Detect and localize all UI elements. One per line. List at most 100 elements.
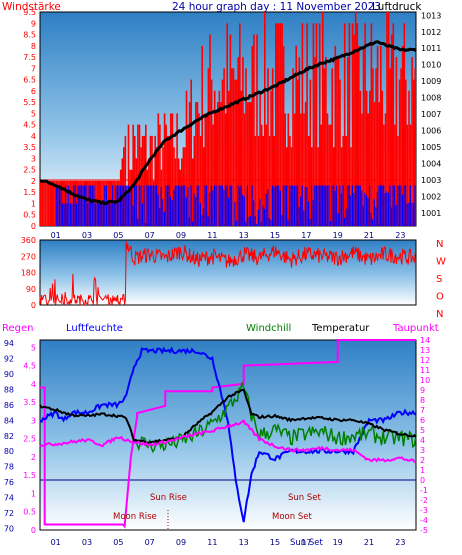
gust-bar	[393, 186, 394, 227]
x-tick: 21	[364, 538, 374, 547]
temperature-y-tick: 5	[420, 426, 425, 435]
temperature-y-tick: -1	[420, 486, 428, 495]
x-tick: 23	[395, 231, 405, 240]
rain-y-tick: 0	[31, 526, 36, 535]
gust-bar	[216, 186, 217, 227]
gust-bar	[176, 186, 177, 227]
wind-y-tick: 6.5	[23, 76, 36, 85]
humidity-y-tick: 80	[4, 447, 14, 456]
gust-bar	[76, 204, 77, 227]
gust-bar	[56, 186, 57, 227]
pressure-y-tick: 1011	[421, 44, 441, 53]
gust-bar	[118, 186, 119, 227]
gust-bar	[147, 186, 148, 227]
x-tick: 03	[82, 231, 92, 240]
gust-bar	[303, 210, 304, 226]
gust-bar	[269, 218, 270, 226]
wind-y-ticks: 00.511.522.533.544.555.566.577.588.599.5	[23, 8, 36, 231]
moon-set-label: Moon Set	[272, 512, 312, 522]
gust-bar	[324, 186, 325, 227]
gust-bar	[385, 193, 386, 226]
gust-bar	[389, 186, 390, 227]
wind-y-tick: 2	[31, 177, 36, 186]
pressure-y-tick: 1010	[421, 61, 441, 70]
temperature-y-tick: -4	[420, 516, 428, 525]
sun-rise-label: Sun Rise	[150, 493, 187, 503]
wind-bar	[54, 181, 56, 226]
gust-bar	[107, 204, 108, 227]
temperature-y-tick: 10	[420, 376, 430, 385]
gust-bar	[306, 187, 307, 226]
wind-bar	[43, 181, 45, 226]
gust-bar	[305, 187, 306, 226]
gust-bar	[220, 186, 221, 227]
x-tick: 09	[176, 231, 186, 240]
gust-bar	[411, 203, 412, 226]
gust-bar	[289, 186, 290, 227]
gust-bar	[405, 186, 406, 227]
wind-bar	[245, 68, 247, 226]
gust-bar	[399, 186, 400, 227]
rain-y-tick: 2	[31, 453, 36, 462]
humidity-y-tick: 82	[4, 432, 14, 441]
gust-bar	[117, 186, 118, 227]
wind-y-tick: 0	[31, 222, 36, 231]
pressure-y-ticks: 1001100210031004100510061007100810091010…	[421, 11, 441, 218]
gust-bar	[161, 187, 162, 226]
wind-bar	[250, 102, 252, 226]
wind-y-tick: 9	[31, 19, 36, 28]
wind-y-tick: 4.5	[23, 121, 36, 130]
wind-bar	[253, 35, 255, 227]
gust-bar	[190, 186, 191, 227]
gust-bar	[394, 186, 395, 227]
gust-bar	[100, 204, 101, 227]
gust-bar	[158, 195, 159, 227]
gust-bar	[338, 213, 339, 226]
gust-bar	[70, 204, 71, 227]
rain-y-tick: 4.5	[23, 362, 36, 371]
gust-bar	[344, 218, 345, 226]
gust-bar	[143, 186, 144, 227]
x-tick: 15	[270, 538, 280, 547]
gust-bar	[222, 186, 223, 227]
gust-bar	[400, 186, 401, 227]
gust-bar	[245, 222, 246, 226]
gust-bar	[84, 186, 85, 227]
gust-bar	[159, 208, 160, 226]
gust-bar	[377, 192, 378, 226]
wind-bar	[303, 113, 305, 226]
gust-bar	[388, 193, 389, 226]
gust-bar	[408, 203, 409, 226]
gust-bar	[236, 221, 237, 226]
gust-bar	[198, 186, 199, 227]
gust-bar	[322, 186, 323, 227]
temperature-y-tick: 12	[420, 356, 430, 365]
gust-bar	[366, 195, 367, 226]
pressure-y-tick: 1009	[421, 77, 441, 86]
rain-y-tick: 3.5	[23, 398, 36, 407]
wind-bar	[330, 125, 332, 226]
gust-bar	[71, 204, 72, 227]
gust-bar	[241, 186, 242, 227]
gust-bar	[201, 215, 202, 226]
gust-bar	[239, 187, 240, 226]
gust-bar	[275, 186, 276, 227]
gust-bar	[57, 186, 58, 227]
gust-bar	[192, 222, 193, 226]
gust-bar	[87, 204, 88, 227]
gust-bar	[255, 216, 256, 226]
compass-letter: N	[436, 309, 443, 320]
gust-bar	[404, 186, 405, 227]
humidity-y-tick: 76	[4, 478, 14, 487]
gust-bar	[139, 186, 140, 227]
wind-bar	[375, 68, 377, 226]
gust-bar	[165, 186, 166, 227]
legend-temperatur: Temperatur	[311, 323, 370, 334]
direction-y-tick: 0	[31, 301, 36, 310]
gust-bar	[361, 191, 362, 226]
gust-bar	[64, 204, 65, 227]
wind-bar	[288, 113, 290, 226]
gust-bar	[299, 207, 300, 226]
